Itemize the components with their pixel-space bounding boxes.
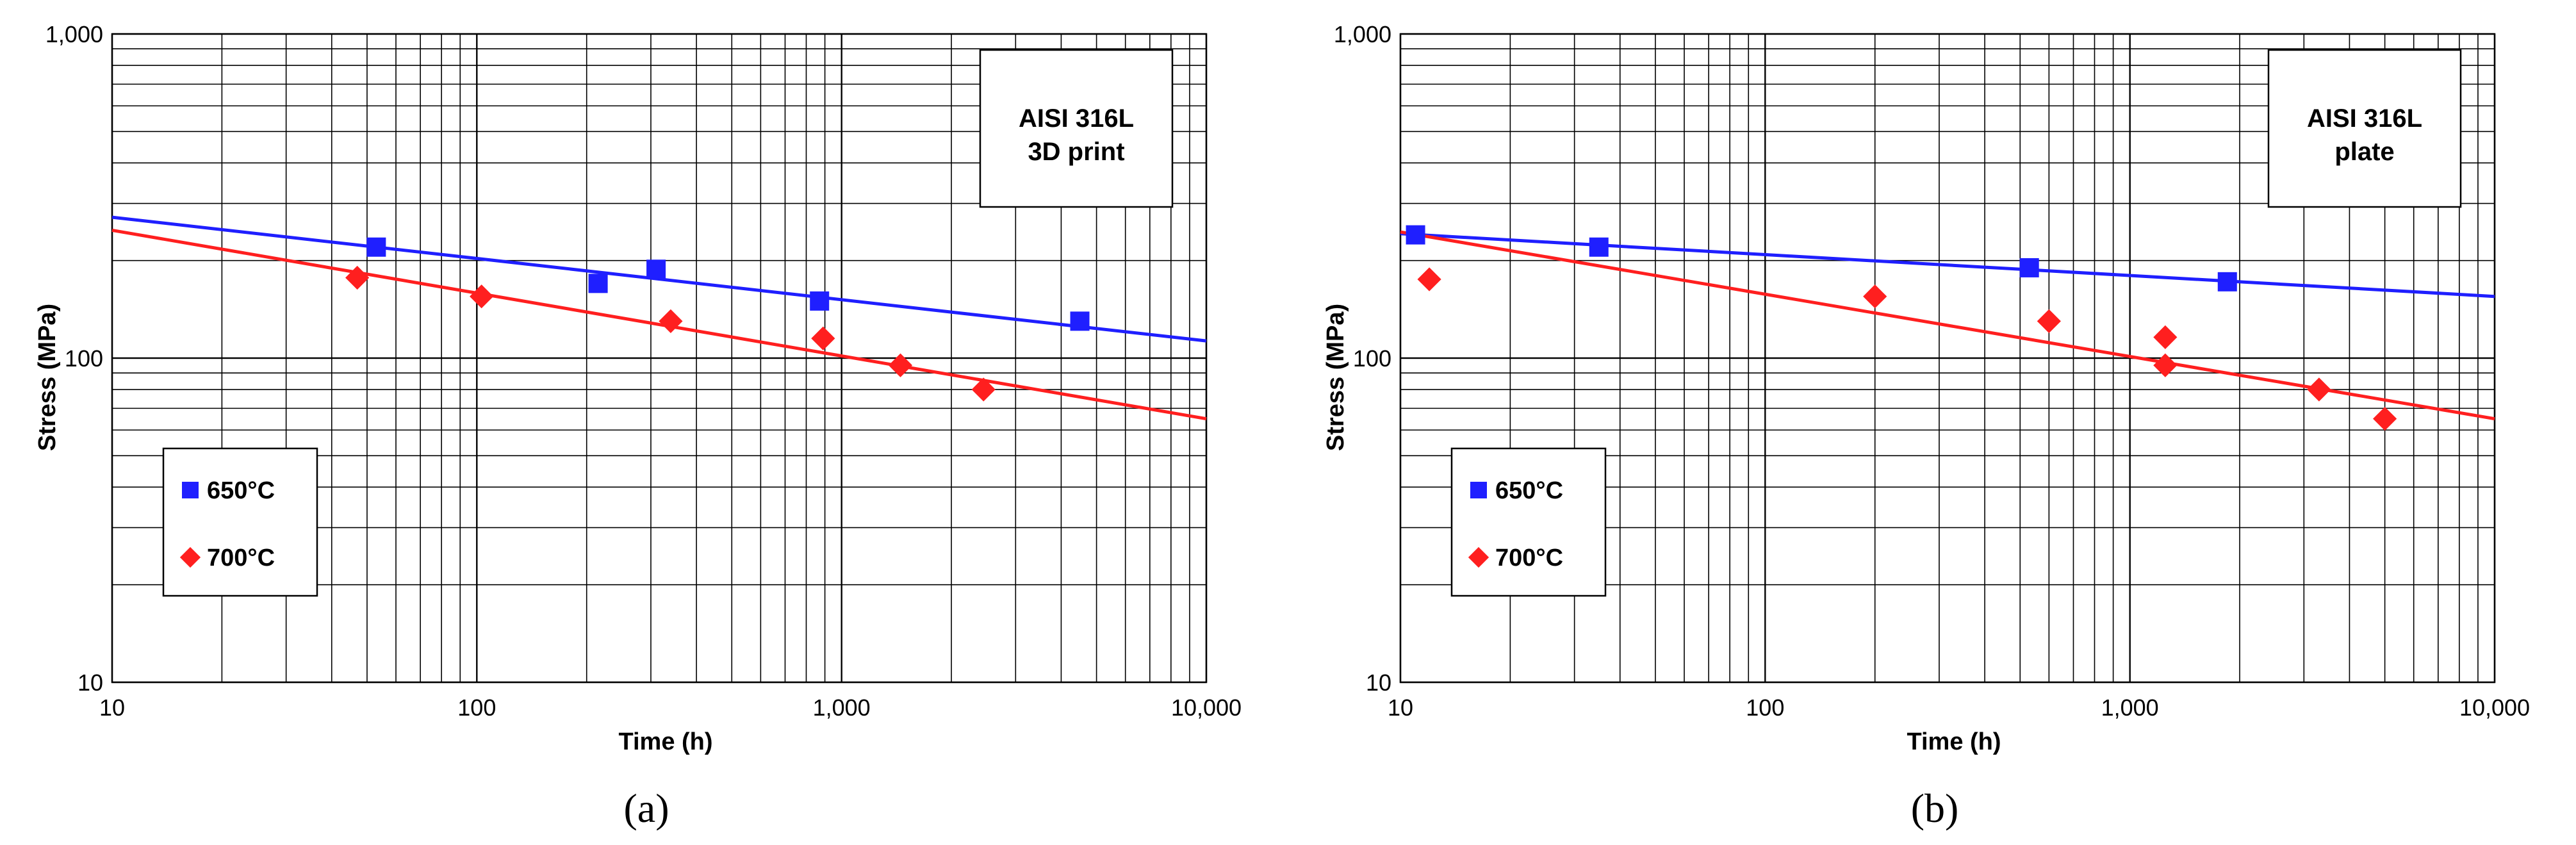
data-point-650 [646, 259, 666, 279]
legend-box [1450, 447, 1607, 597]
series-700 [1417, 267, 2397, 431]
data-point-700 [345, 265, 370, 290]
x-tick-label: 1,000 [813, 694, 871, 721]
x-tick-label: 1,000 [2101, 694, 2159, 721]
data-point-700 [659, 309, 683, 333]
trendline-650 [1400, 232, 2495, 299]
data-point-650 [2217, 272, 2237, 291]
series-650 [366, 237, 1090, 331]
y-tick-label: 10 [78, 669, 103, 696]
data-point-650 [1070, 311, 1090, 331]
chart-svg: 10 100 1,000 10,000 10 100 1,000 Time (h) Stress… [1322, 21, 2530, 831]
data-point-700 [2153, 353, 2178, 377]
annotation-box [979, 49, 1174, 208]
x-axis-label: Time (h) [1907, 728, 2001, 755]
data-point-700 [2153, 325, 2178, 349]
trendline-650 [111, 215, 1207, 343]
x-tick-label: 10,000 [2459, 694, 2530, 721]
data-point-700 [2307, 377, 2331, 402]
data-point-700 [2373, 407, 2397, 431]
x-tick-label: 10,000 [1171, 694, 1242, 721]
y-tick-label: 1,000 [45, 21, 103, 47]
data-point-650 [2019, 258, 2039, 277]
annotation-text: plate [2334, 138, 2394, 166]
plot-frame [111, 33, 1208, 684]
legend-marker [1468, 546, 1489, 568]
plot-frame [1399, 33, 2496, 684]
chart-panel-b: 10 100 1,000 10,000 10 100 1,000 Time (h) Stress… [1288, 0, 2576, 845]
chart-svg: 10 100 1,000 10,000 10 100 1,000 Time (h) Stress… [34, 21, 1242, 831]
panel-label: (a) [623, 785, 669, 831]
annotation-box [2267, 49, 2462, 208]
data-point-650 [810, 291, 830, 311]
data-point-700 [1863, 284, 1887, 309]
chart-panel-a: 10 100 1,000 10,000 10 100 1,000 Time (h) Stress… [34, 21, 1242, 831]
legend-marker [182, 482, 199, 498]
legend-marker [179, 546, 201, 568]
x-tick-label: 10 [1388, 694, 1413, 721]
y-tick-label: 100 [65, 345, 103, 372]
data-point-700 [811, 326, 835, 350]
series-650 [1406, 225, 2237, 291]
panel-label: (b) [1911, 785, 1959, 831]
legend-marker [1470, 482, 1487, 498]
x-axis-label: Time (h) [618, 728, 712, 755]
data-point-700 [2037, 309, 2061, 333]
y-tick-label: 100 [1353, 345, 1391, 372]
annotation-text: AISI 316L [1019, 104, 1134, 133]
data-point-700 [971, 377, 996, 402]
y-axis-label: Stress (MPa) [1322, 304, 1349, 451]
annotation-text: 3D print [1028, 138, 1124, 166]
y-tick-label: 10 [1366, 669, 1391, 696]
legend-label: 700°C [207, 545, 275, 571]
trendline-700 [111, 228, 1207, 421]
data-point-700 [888, 353, 913, 377]
legend-label: 650°C [207, 477, 275, 504]
series-700 [345, 265, 996, 402]
legend-label: 650°C [1495, 477, 1563, 504]
data-point-650 [1589, 237, 1609, 257]
y-tick-label: 1,000 [1334, 21, 1391, 47]
data-point-700 [1417, 267, 1441, 291]
y-axis-label: Stress (MPa) [34, 304, 61, 451]
data-point-650 [588, 274, 608, 293]
data-point-700 [470, 284, 494, 309]
data-point-650 [366, 237, 386, 257]
legend-label: 700°C [1495, 545, 1563, 571]
annotation-text: AISI 316L [2307, 104, 2422, 133]
legend-box [162, 447, 318, 597]
x-tick-label: 10 [99, 694, 125, 721]
x-tick-label: 100 [457, 694, 496, 721]
x-tick-label: 100 [1746, 694, 1784, 721]
data-point-650 [1406, 225, 1425, 245]
